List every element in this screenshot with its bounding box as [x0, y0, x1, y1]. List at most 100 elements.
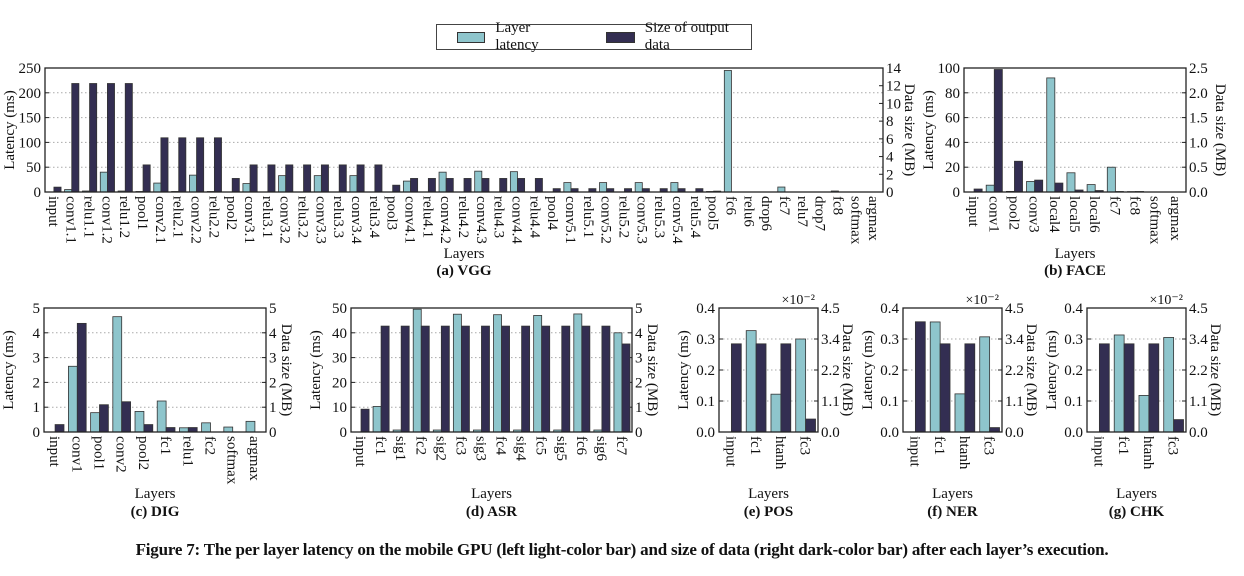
y2-tick-label: 3	[635, 351, 643, 367]
size-bar-input	[914, 321, 926, 433]
x-tick-label: conv5.1	[562, 196, 578, 244]
subplot-title: (f) NER	[927, 504, 978, 520]
y-axis-label: Latency (ms)	[2, 90, 18, 170]
y2-tick-label: 5	[635, 301, 643, 317]
latency-bar-fc1	[929, 321, 941, 433]
x-axis-label: Layers	[135, 486, 176, 502]
y2-tick-label: 2	[635, 375, 643, 391]
x-tick-label: htanh	[772, 436, 788, 470]
y2-tick-label: 1.5	[1189, 111, 1208, 127]
x-tick-label: pool5	[705, 196, 721, 230]
y2-tick-label: 4	[635, 326, 643, 342]
x-tick-label: drop6	[758, 196, 774, 231]
x-tick-label: fc4	[493, 436, 509, 456]
y2-axis-label: Data size (MB)	[901, 84, 917, 176]
x-tick-label: conv4.3	[473, 196, 489, 244]
y2-tick-label: 2	[886, 167, 894, 183]
x-axis-label: Layers	[932, 486, 973, 502]
latency-bar-conv5.2	[599, 182, 608, 193]
latency-bar-conv5.1	[563, 182, 572, 193]
y-tick-label: 50	[26, 160, 41, 176]
latency-bar-conv1	[985, 184, 995, 193]
y-axis-label: Latency (ms)	[676, 330, 692, 410]
chart-dig: 0 1 2 3 4 5 0 1 2 3 4 5 input conv1 pool1 conv2 pool2 fc1…	[1, 301, 294, 520]
y-tick-label: 40	[332, 326, 347, 342]
latency-bar-fc3	[979, 336, 991, 433]
x-tick-label: input	[722, 436, 738, 468]
plot-frame	[1086, 307, 1187, 433]
size-bar-conv4.3	[481, 178, 490, 193]
y2-axis-label: Data size (MB)	[839, 324, 855, 416]
x-tick-label: softmax	[847, 196, 863, 245]
y-tick-label: 0.4	[880, 301, 899, 317]
y2-tick-label: 2.0	[1189, 86, 1208, 102]
x-tick-label: fc3	[452, 436, 468, 455]
y2-tick-label: 0.0	[821, 425, 840, 441]
y2-tick-label: 2.2	[821, 363, 840, 379]
x-tick-label: sig2	[432, 436, 448, 461]
x-tick-label: relu4.2	[455, 196, 471, 238]
size-bar-pool3	[392, 184, 401, 193]
latency-bar-local6	[1086, 184, 1096, 193]
x-tick-label: fc2	[202, 436, 218, 455]
size-bar-conv3.4	[356, 164, 365, 193]
size-bar-relu2.1	[178, 137, 187, 193]
chart-face: 0 20 40 60 80 100 0.0 0.5 1.0 1.5 2.0 2.5 input conv1…	[921, 61, 1228, 279]
size-bar-conv2.2	[196, 137, 205, 193]
y2-tick-label: 6	[886, 132, 894, 148]
latency-bar-fc1	[156, 400, 167, 433]
size-bar-conv1.1	[71, 83, 80, 193]
x-tick-label: fc5	[533, 436, 549, 455]
x-tick-label: conv3	[1026, 196, 1042, 233]
y2-tick-label: 3	[269, 351, 277, 367]
y2-tick-label: 12	[886, 79, 901, 95]
size-bar-sig4	[521, 325, 531, 433]
y-tick-label: 5	[33, 301, 41, 317]
y-tick-label: 30	[332, 351, 347, 367]
y2-tick-label: 4	[886, 150, 894, 166]
x-tick-label: sig1	[392, 436, 408, 461]
y2-axis-label: Data size (MB)	[644, 324, 660, 416]
x-tick-label: fc1	[157, 436, 173, 455]
x-tick-label: relu1.1	[81, 196, 97, 238]
chart-chk: 0.0 0.1 0.2 0.3 0.4 0.0 1.1 2.2 3.4 4.5 input fc1 ht…	[1044, 293, 1223, 520]
x-tick-label: argmax	[246, 436, 262, 481]
x-tick-label: relu6	[740, 196, 756, 227]
latency-bar-conv4.1	[402, 180, 411, 193]
size-bar-sig5	[561, 325, 571, 433]
size-bar-fc6	[581, 325, 591, 433]
y-tick-label: 3	[33, 351, 41, 367]
y-tick-label: 0.2	[880, 363, 899, 379]
y-tick-label: 0.1	[1064, 394, 1083, 410]
x-tick-label: pool2	[1005, 196, 1021, 230]
plot-frame	[43, 307, 267, 433]
y2-tick-label: 14	[886, 61, 902, 77]
y2-tick-label: 1.1	[1005, 394, 1024, 410]
plot-frame	[44, 67, 884, 193]
y2-tick-label: 1.0	[1189, 135, 1208, 151]
x-axis-label: Layers	[1055, 246, 1096, 262]
size-bar-fc7	[621, 343, 631, 433]
latency-bar-local4	[1046, 77, 1056, 193]
x-tick-label: conv1	[68, 436, 84, 473]
subplot-title: (c) DIG	[131, 504, 180, 520]
x-tick-label: relu3.2	[295, 196, 311, 238]
x-tick-label: relu5.2	[615, 196, 631, 238]
x-tick-label: fc3	[797, 436, 813, 455]
x-tick-label: conv3.2	[277, 196, 293, 244]
size-bar-relu4.1	[427, 178, 436, 193]
size-bar-htanh	[964, 343, 976, 433]
x-tick-label: relu3.3	[330, 196, 346, 238]
x-axis-label: Layers	[748, 486, 789, 502]
size-bar-fc3	[460, 325, 470, 433]
legend: Layer latency Size of output data	[436, 20, 752, 53]
y2-tick-label: 3.4	[1005, 332, 1024, 348]
x-tick-label: pool3	[384, 196, 400, 230]
subplot-title: (g) CHK	[1109, 504, 1165, 520]
y2-tick-label: 4.5	[1005, 301, 1024, 317]
x-tick-label: fc6	[722, 196, 738, 216]
latency-bar-conv4.2	[438, 171, 447, 193]
size-bar-sig3	[481, 325, 490, 433]
latency-bar-conv2.1	[153, 182, 162, 193]
